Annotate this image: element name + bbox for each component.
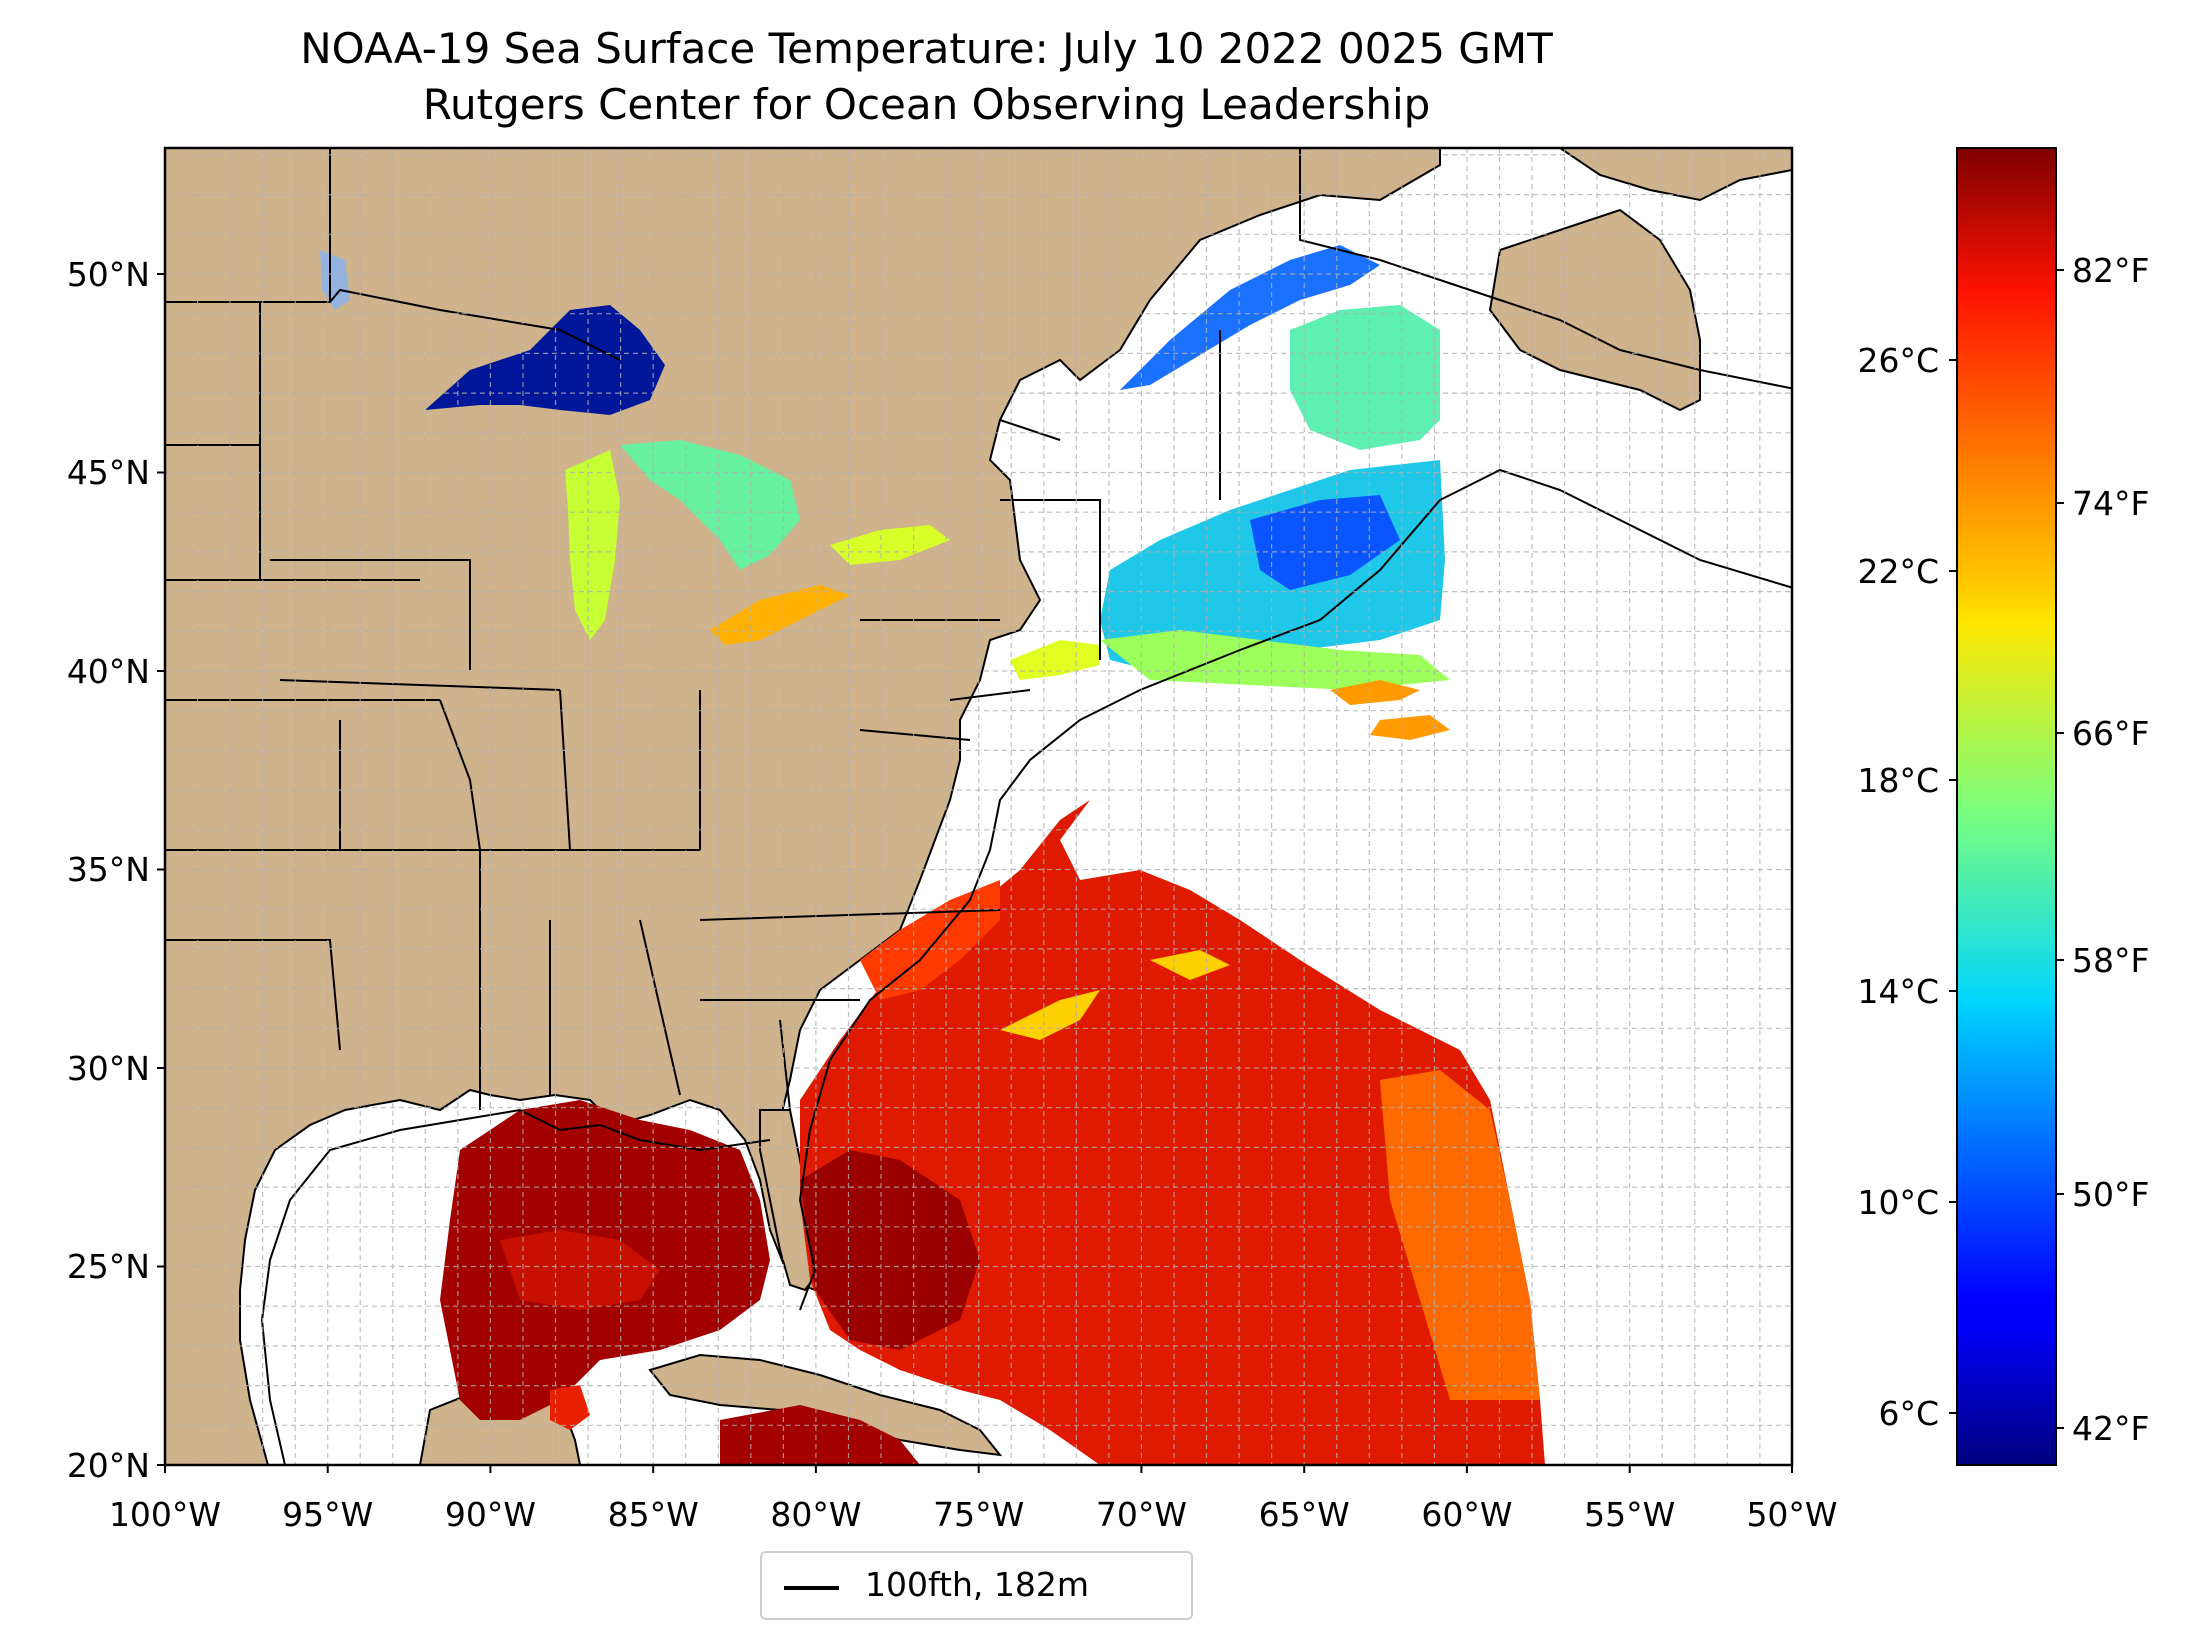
legend: 100fth, 182m bbox=[760, 1551, 1193, 1620]
x-tick-label: 80°W bbox=[770, 1495, 861, 1534]
sst-gulf-stream-dark bbox=[800, 1150, 980, 1350]
celsius-label: 6°C bbox=[1878, 1394, 1939, 1433]
celsius-label: 10°C bbox=[1857, 1183, 1939, 1222]
celsius-label: 18°C bbox=[1857, 761, 1939, 800]
axis-ticks bbox=[157, 273, 1793, 1473]
x-tick-label: 50°W bbox=[1746, 1495, 1837, 1534]
y-tick-label: 40°N bbox=[67, 652, 150, 691]
gridlines bbox=[165, 148, 1792, 1465]
x-tick-labels: 100°W 95°W 90°W 85°W 80°W 75°W 70°W 65°W… bbox=[109, 1495, 1838, 1534]
fahrenheit-label: 82°F bbox=[2072, 251, 2149, 290]
x-tick-label: 55°W bbox=[1584, 1495, 1675, 1534]
sst-georges-bank bbox=[1100, 630, 1450, 690]
political-borders bbox=[165, 148, 1221, 1111]
x-tick-label: 85°W bbox=[608, 1495, 699, 1534]
y-tick-label: 45°N bbox=[67, 453, 150, 492]
legend-label: 100fth, 182m bbox=[865, 1565, 1089, 1604]
land-labrador bbox=[1558, 148, 1792, 202]
chart-title: NOAA-19 Sea Surface Temperature: July 10… bbox=[300, 24, 1553, 73]
x-tick-label: 60°W bbox=[1421, 1495, 1512, 1534]
isobath-100fth bbox=[260, 148, 1792, 1465]
chart-subtitle: Rutgers Center for Ocean Observing Leade… bbox=[422, 80, 1431, 129]
sst-yucatan-red bbox=[550, 1385, 590, 1430]
fahrenheit-label: 50°F bbox=[2072, 1175, 2149, 1214]
sst-nyb bbox=[1010, 640, 1100, 680]
fahrenheit-label: 74°F bbox=[2072, 484, 2149, 523]
fahrenheit-label: 58°F bbox=[2072, 941, 2149, 980]
sst-carolina-shelf bbox=[860, 880, 1000, 1000]
celsius-label: 22°C bbox=[1857, 552, 1939, 591]
colorbar-fahrenheit-labels: 42°F 50°F 58°F 66°F 74°F 82°F bbox=[2072, 251, 2149, 1448]
lake-superior bbox=[425, 305, 665, 415]
legend-line-swatch bbox=[784, 1586, 839, 1590]
y-tick-label: 35°N bbox=[67, 850, 150, 889]
land-florida bbox=[759, 1109, 822, 1292]
colorbar-fahrenheit-ticks bbox=[2056, 269, 2064, 1429]
lake-michigan bbox=[565, 450, 620, 640]
x-tick-label: 95°W bbox=[282, 1495, 373, 1534]
y-tick-label: 30°N bbox=[67, 1049, 150, 1088]
colorbar bbox=[1956, 147, 2057, 1466]
y-tick-label: 25°N bbox=[67, 1247, 150, 1286]
y-tick-labels: 20°N 25°N 30°N 35°N 40°N 45°N 50°N bbox=[67, 255, 150, 1485]
x-tick-label: 70°W bbox=[1096, 1495, 1187, 1534]
sst-gulf-st-lawrence bbox=[1290, 305, 1440, 450]
x-tick-label: 90°W bbox=[445, 1495, 536, 1534]
x-tick-label: 100°W bbox=[109, 1495, 221, 1534]
sst-caribbean bbox=[720, 1405, 920, 1465]
x-tick-label: 75°W bbox=[933, 1495, 1024, 1534]
colorbar-celsius-labels: 6°C 10°C 14°C 18°C 22°C 26°C bbox=[1857, 341, 1939, 1433]
sst-scattered-yellow bbox=[1000, 950, 1230, 1040]
sst-gulf-of-maine-cold bbox=[1250, 495, 1400, 590]
x-tick-label: 65°W bbox=[1259, 1495, 1350, 1534]
y-tick-label: 50°N bbox=[67, 255, 150, 294]
sst-sargasso-orange bbox=[1380, 1070, 1540, 1400]
fahrenheit-label: 66°F bbox=[2072, 714, 2149, 753]
sst-sargasso bbox=[800, 800, 1545, 1465]
lake-ontario bbox=[830, 525, 950, 565]
celsius-label: 26°C bbox=[1857, 341, 1939, 380]
celsius-label: 14°C bbox=[1857, 972, 1939, 1011]
fahrenheit-label: 42°F bbox=[2072, 1409, 2149, 1448]
land-cuba bbox=[648, 1353, 1003, 1457]
lake-erie bbox=[710, 585, 850, 645]
colorbar-celsius-ticks bbox=[1949, 359, 1957, 1414]
sst-slope-patch bbox=[1330, 680, 1450, 740]
y-tick-label: 20°N bbox=[67, 1446, 150, 1485]
